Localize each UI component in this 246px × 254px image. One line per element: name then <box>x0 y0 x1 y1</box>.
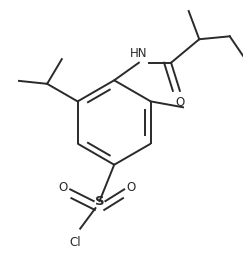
Text: Cl: Cl <box>69 236 81 249</box>
Text: HN: HN <box>130 47 148 60</box>
Text: O: O <box>175 96 184 108</box>
Text: O: O <box>59 181 68 194</box>
Text: O: O <box>127 181 136 194</box>
Text: S: S <box>95 195 104 208</box>
